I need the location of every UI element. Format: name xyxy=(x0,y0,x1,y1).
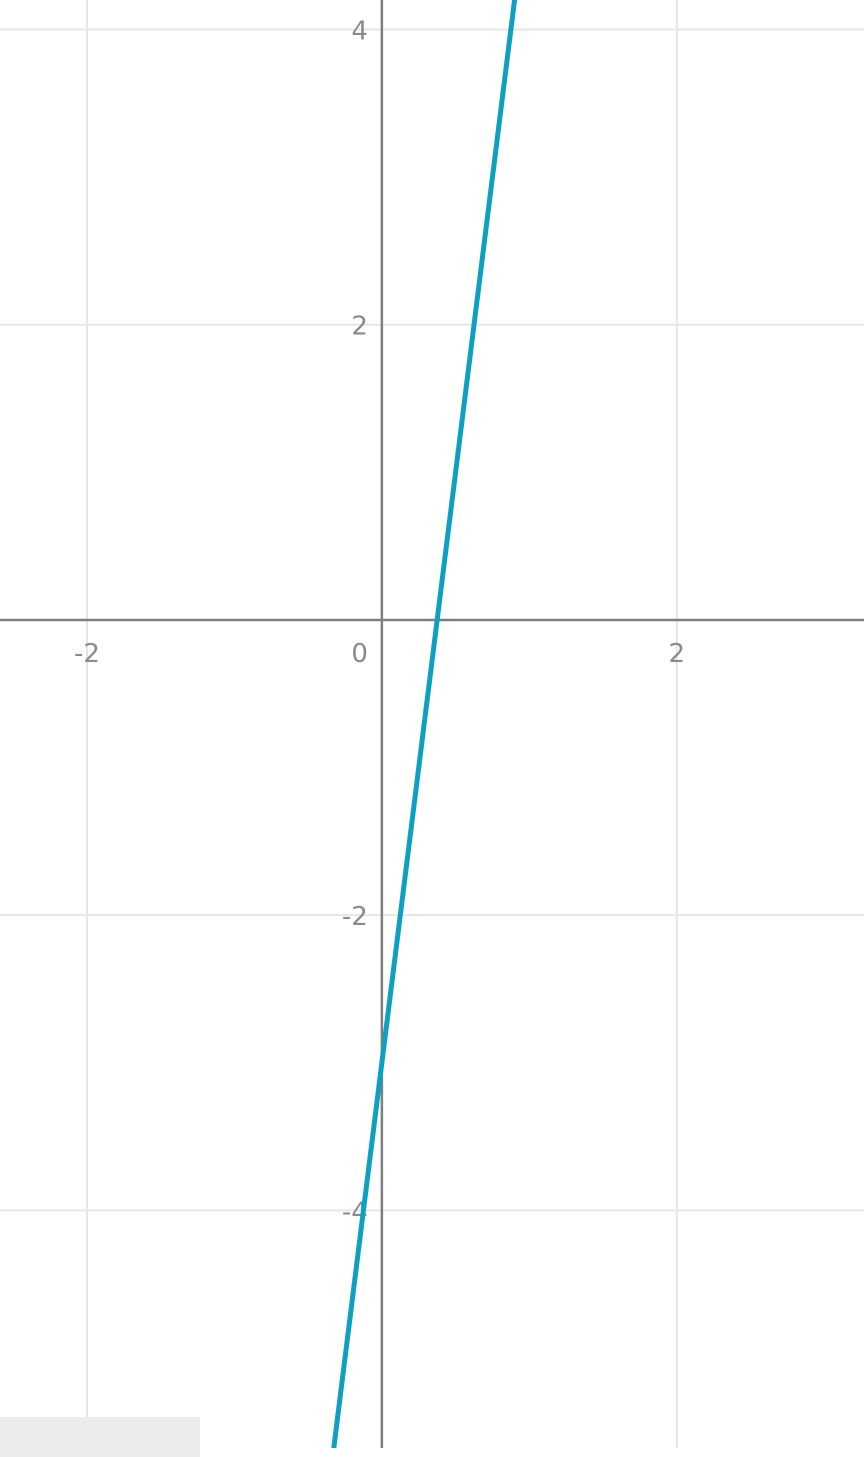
y-tick-label: 4 xyxy=(351,17,368,47)
y-tick-label: 2 xyxy=(351,312,368,342)
x-tick-label: 2 xyxy=(668,639,685,669)
tick-labels: -2 0 2-4-224 xyxy=(74,17,685,1228)
y-tick-label: -2 xyxy=(342,902,368,932)
series-line xyxy=(331,0,518,1448)
x-tick-label: -2 xyxy=(74,639,100,669)
series-group xyxy=(331,0,518,1448)
collapsed-panel[interactable] xyxy=(0,1417,200,1457)
x-tick-label: 0 xyxy=(351,639,368,669)
